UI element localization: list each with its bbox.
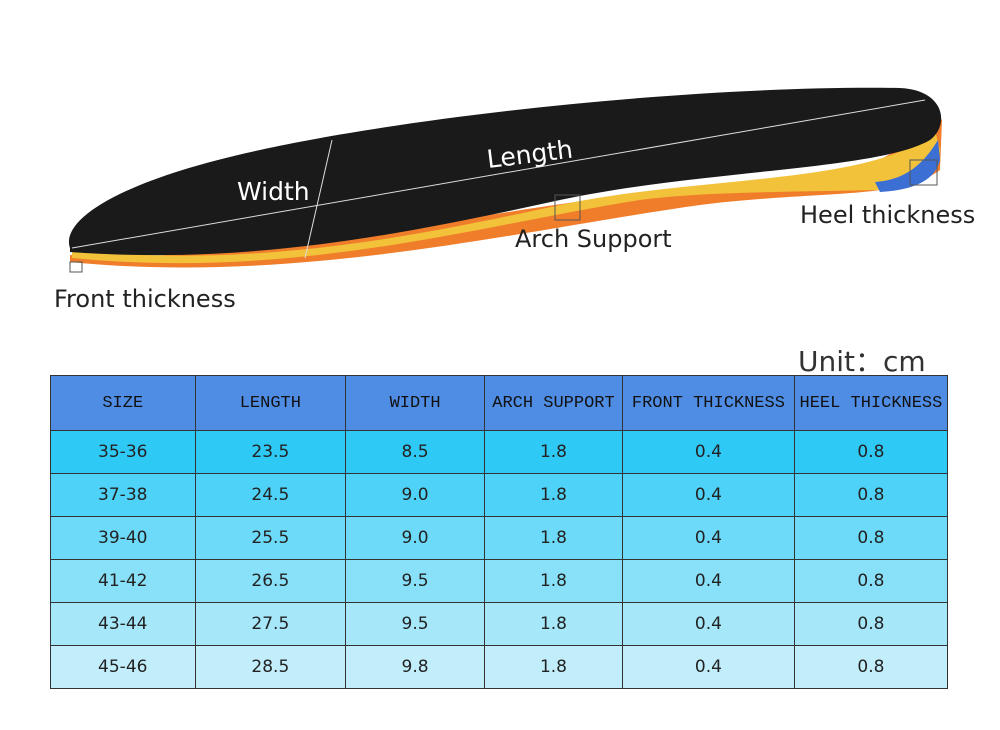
header-cell: SIZE	[50, 375, 196, 431]
front-label: Front thickness	[54, 285, 236, 313]
heel-label: Heel thickness	[800, 201, 975, 229]
callout	[909, 159, 938, 186]
table-cell: 1.8	[483, 516, 623, 560]
header-cell: FRONT THICKNESS	[621, 375, 795, 431]
table-cell: 9.5	[345, 559, 485, 603]
table-row: 41-42 26.5 9.5 1.8 0.4 0.8	[50, 559, 949, 603]
table-cell: 0.4	[621, 430, 795, 474]
table-cell: 0.8	[793, 430, 949, 474]
table-cell: 28.5	[194, 645, 347, 689]
table-cell: 0.8	[793, 516, 949, 560]
table-cell: 23.5	[194, 430, 347, 474]
callout	[69, 261, 83, 273]
table-cell: 45-46	[50, 645, 196, 689]
unit-label: Unit：cm	[798, 345, 926, 378]
table-cell: 1.8	[483, 602, 623, 646]
table-body: 35-36 23.5 8.5 1.8 0.4 0.8 37-38 24.5 9.0 1.8 0.4 0…	[50, 430, 949, 689]
table-cell: 25.5	[194, 516, 347, 560]
table-cell: 0.8	[793, 602, 949, 646]
table-row: 45-46 28.5 9.8 1.8 0.4 0.8	[50, 645, 949, 689]
table-cell: 1.8	[483, 473, 623, 517]
length-line	[71, 99, 926, 249]
width-line	[304, 139, 333, 259]
header-cell: ARCH SUPPORT	[483, 375, 623, 431]
table-cell: 43-44	[50, 602, 196, 646]
table-cell: 0.4	[621, 559, 795, 603]
table-cell: 0.8	[793, 473, 949, 517]
header-cell: LENGTH	[194, 375, 347, 431]
table-row: 39-40 25.5 9.0 1.8 0.4 0.8	[50, 516, 949, 560]
table-cell: 0.4	[621, 645, 795, 689]
table-cell: 0.4	[621, 516, 795, 560]
table-cell: 24.5	[194, 473, 347, 517]
table-cell: 0.8	[793, 559, 949, 603]
table-cell: 0.4	[621, 473, 795, 517]
header-cell: WIDTH	[345, 375, 485, 431]
table-cell: 9.5	[345, 602, 485, 646]
callout	[554, 194, 581, 221]
header-cell: HEEL THICKNESS	[793, 375, 949, 431]
table-cell: 1.8	[483, 430, 623, 474]
table-cell: 9.0	[345, 473, 485, 517]
table-cell: 1.8	[483, 559, 623, 603]
table-row: 37-38 24.5 9.0 1.8 0.4 0.8	[50, 473, 949, 517]
arch-label: Arch Support	[515, 225, 672, 253]
size-table: SIZE LENGTH WIDTH ARCH SUPPORT FRONT THICKNE…	[50, 375, 949, 689]
table-cell: 9.8	[345, 645, 485, 689]
table-cell: 27.5	[194, 602, 347, 646]
table-cell: 0.8	[793, 645, 949, 689]
table-cell: 1.8	[483, 645, 623, 689]
table-cell: 35-36	[50, 430, 196, 474]
width-label: Width	[237, 177, 310, 206]
table-cell: 37-38	[50, 473, 196, 517]
heel-pad	[875, 140, 940, 192]
insole-illustration: Width Length Heel thickness Arch Support…	[54, 87, 975, 313]
table-row: 43-44 27.5 9.5 1.8 0.4 0.8	[50, 602, 949, 646]
table-cell: 26.5	[194, 559, 347, 603]
table-cell: 9.0	[345, 516, 485, 560]
table-cell: 39-40	[50, 516, 196, 560]
table-cell: 8.5	[345, 430, 485, 474]
header-row: SIZE LENGTH WIDTH ARCH SUPPORT FRONT THICKNE…	[50, 375, 949, 431]
table-cell: 0.4	[621, 602, 795, 646]
insole-top	[68, 87, 942, 256]
sole	[70, 118, 942, 268]
table-cell: 41-42	[50, 559, 196, 603]
table-row: 35-36 23.5 8.5 1.8 0.4 0.8	[50, 430, 949, 474]
